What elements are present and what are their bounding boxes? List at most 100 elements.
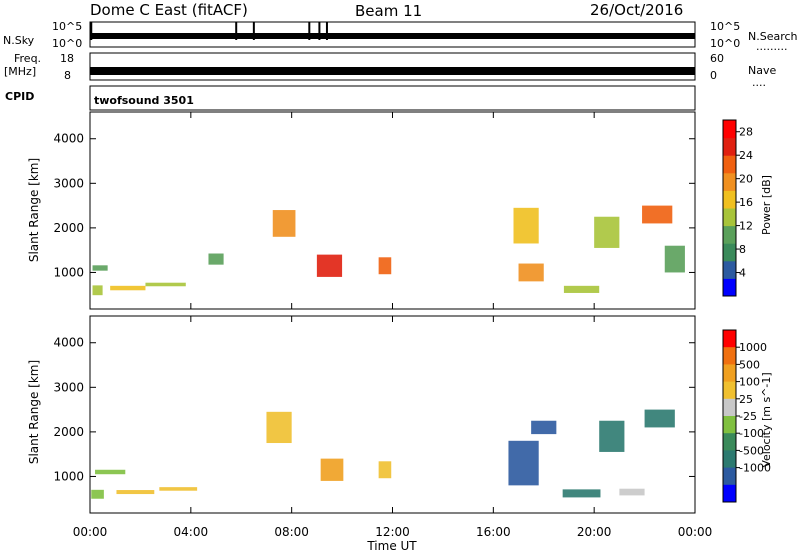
scatter-region-0 [92, 285, 103, 296]
colorbar-swatch-5 [723, 416, 736, 434]
colorbar-tick-label-5: -100 [739, 427, 764, 440]
colorbar-swatch-2 [723, 243, 736, 262]
scatter-region-8 [531, 420, 557, 435]
colorbar-swatch-6 [723, 172, 736, 191]
colorbar-tick-label-6: 28 [739, 126, 753, 139]
velocity-x-ticks: 00:00 04:00 08:00 12:00 16:00 20:00 00:00 [73, 316, 713, 539]
x-tick-label-6: 00:00 [678, 525, 713, 539]
nsearch-label: N.Search [748, 30, 798, 43]
power-panel: 1000 2000 3000 4000 Slant Range [km] 4 8 12 16… [27, 111, 773, 310]
scatter-region-8 [513, 207, 539, 244]
velocity-ylabel: Slant Range [km] [27, 360, 41, 464]
colorbar-swatch-5 [723, 190, 736, 209]
x-tick-label-1: 04:00 [174, 525, 209, 539]
colorbar-swatch-7 [723, 450, 736, 469]
y-tick-label-2: 3000 [53, 176, 84, 190]
velocity-colorbar: 1000 500 100 25 -25 -100 -500 -1000 [722, 329, 771, 503]
scatter-region-2 [116, 490, 155, 495]
date-label: 26/Oct/2016 [590, 1, 683, 19]
nave-label: Nave [748, 64, 776, 77]
power-frame [89, 111, 696, 310]
colorbar-tick-label-0: 1000 [739, 341, 767, 354]
power-y-ticks: 1000 2000 3000 4000 [53, 132, 695, 279]
cpid-panel: CPID twofsound 3501 [5, 85, 696, 111]
scatter-region-6 [378, 461, 392, 479]
colorbar-tick-label-2: 100 [739, 376, 760, 389]
colorbar-tick-label-4: -25 [739, 410, 757, 423]
scatter-region-0 [91, 489, 104, 499]
colorbar-swatch-6 [723, 433, 736, 451]
x-tick-label-2: 08:00 [274, 525, 309, 539]
colorbar-tick-label-6: -500 [739, 444, 764, 457]
nave-tick-top: 60 [710, 52, 724, 65]
scatter-region-3 [145, 282, 186, 287]
colorbar-swatch-8 [723, 467, 736, 486]
scatter-region-7 [508, 440, 539, 486]
scatter-region-9 [518, 263, 544, 282]
scatter-region-12 [644, 409, 675, 428]
y-tick-label-1: 2000 [53, 425, 84, 439]
y-tick-label-3: 4000 [53, 132, 84, 146]
power-colorbar: 4 8 12 16 20 24 28 [722, 119, 753, 297]
colorbar-swatch-3 [723, 225, 736, 244]
scatter-region-2 [110, 285, 146, 291]
scatter-region-12 [642, 205, 673, 224]
x-axis-label: Time UT [366, 539, 417, 553]
scatter-region-10 [599, 420, 625, 452]
cpid-text: twofsound 3501 [94, 94, 194, 107]
nsearch-tick-top: 10^5 [710, 20, 740, 33]
y-tick-label-1: 2000 [53, 221, 84, 235]
scatter-region-11 [594, 216, 620, 248]
velocity-colorbar-label: Velocity [m s^-1] [760, 372, 773, 467]
power-colorbar-label: Power [dB] [760, 175, 773, 235]
nsky-tick-bottom: 10^0 [52, 37, 82, 50]
x-tick-label-4: 16:00 [476, 525, 511, 539]
beam-label: Beam 11 [355, 2, 422, 20]
y-tick-label-3: 4000 [53, 336, 84, 350]
nsky-label: N.Sky [3, 34, 35, 47]
scatter-region-6 [316, 254, 343, 277]
colorbar-tick-label-5: 24 [739, 149, 753, 162]
colorbar-swatch-0 [723, 278, 736, 297]
scatter-region-4 [208, 253, 224, 265]
freq-band [90, 67, 695, 75]
colorbar-swatch-9 [723, 484, 736, 503]
cpid-frame [89, 85, 696, 111]
colorbar-tick-label-1: 500 [739, 358, 760, 371]
power-ylabel: Slant Range [km] [27, 158, 41, 262]
colorbar-tick-label-3: 25 [739, 393, 753, 406]
scatter-region-3 [159, 487, 198, 491]
scatter-region-5 [320, 458, 344, 481]
colorbar-swatch-4 [723, 398, 736, 417]
colorbar-swatch-1 [723, 347, 736, 365]
scatter-region-9 [562, 489, 601, 498]
colorbar-tick-label-0: 4 [739, 267, 746, 280]
x-tick-label-3: 12:00 [375, 525, 410, 539]
scatter-region-7 [378, 257, 392, 275]
scatter-region-1 [92, 265, 108, 271]
colorbar-swatch-1 [723, 260, 736, 279]
y-tick-label-0: 1000 [53, 265, 84, 279]
colorbar-tick-label-2: 12 [739, 220, 753, 233]
colorbar-swatch-4 [723, 208, 736, 227]
scatter-region-11 [619, 488, 645, 496]
velocity-marks [91, 409, 675, 499]
colorbar-outline [722, 119, 737, 297]
nsky-panel: N.Sky 10^5 10^0 10^5 10^0 N.Search .....… [3, 20, 798, 53]
scatter-region-10 [563, 285, 600, 293]
colorbar-swatch-7 [723, 155, 736, 174]
colorbar-swatch-3 [723, 381, 736, 400]
colorbar-swatch-2 [723, 364, 736, 383]
x-tick-label-0: 00:00 [73, 525, 108, 539]
colorbar-swatch-8 [723, 137, 736, 156]
scatter-region-5 [272, 210, 296, 237]
velocity-panel: 1000 2000 3000 4000 00:00 04:00 08:00 12:00 16:… [27, 315, 773, 539]
colorbar-tick-label-1: 8 [739, 243, 746, 256]
nave-dots: .... [752, 76, 766, 89]
nsearch-tick-bottom: 10^0 [710, 37, 740, 50]
x-tick-label-5: 20:00 [577, 525, 612, 539]
nsky-noise-band [90, 33, 695, 39]
colorbar-tick-label-7: -1000 [739, 462, 771, 475]
cpid-label: CPID [5, 90, 34, 103]
